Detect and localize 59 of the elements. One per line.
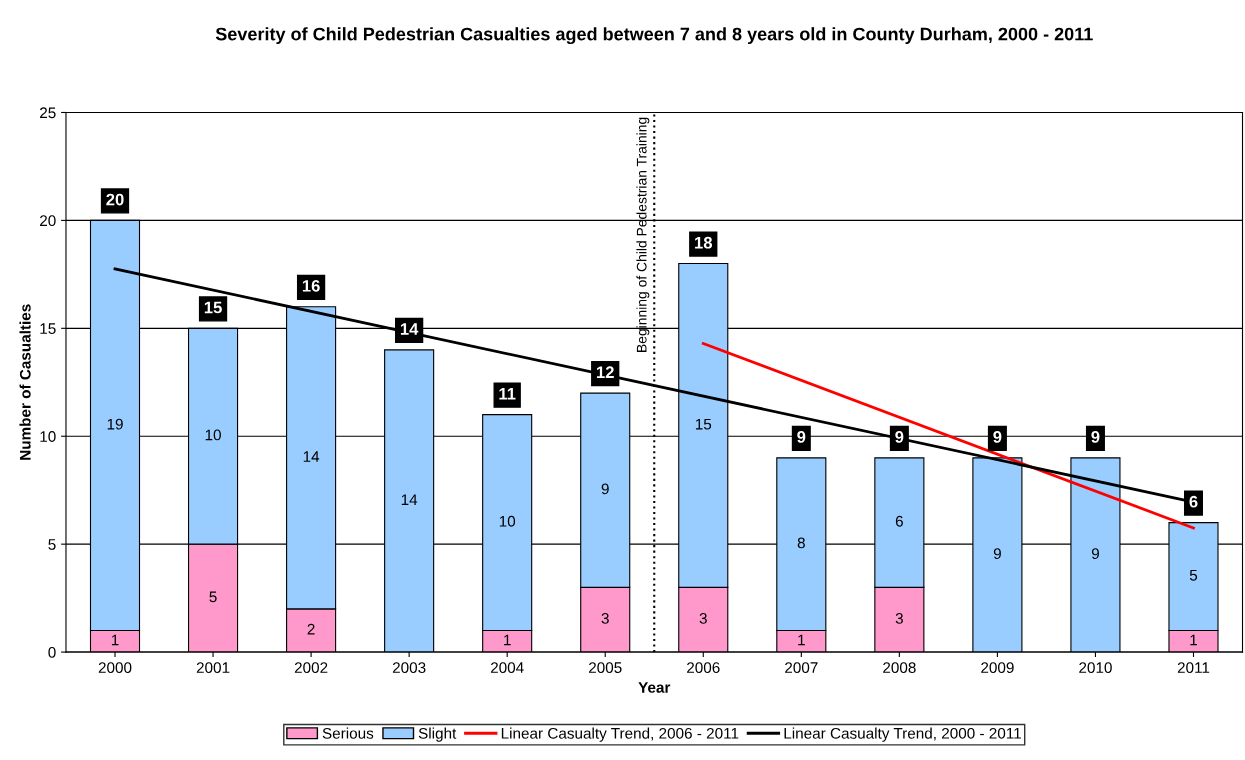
data-label: 8 — [797, 537, 805, 549]
data-label: 1 — [798, 634, 805, 646]
data-label: 1 — [1190, 634, 1197, 646]
x-tick-label: 2001 — [196, 662, 230, 674]
legend-label: Linear Casualty Trend, 2006 - 2011 — [501, 727, 739, 742]
total-label: 12 — [597, 366, 614, 378]
legend-label: Linear Casualty Trend, 2000 - 2011 — [784, 727, 1021, 742]
data-label: 2 — [307, 623, 315, 635]
x-tick-label: 2000 — [98, 662, 132, 674]
chart-title: Severity of Child Pedestrian Casualties aged between 7 and 8 years old in County Durham, 2000 - 2011 — [215, 27, 1093, 45]
x-tick-label: 2010 — [1079, 662, 1112, 674]
x-tick-label: 2002 — [294, 662, 328, 674]
total-label: 15 — [204, 301, 222, 314]
total-label: 18 — [695, 236, 713, 249]
total-label: 6 — [1189, 495, 1198, 508]
y-tick-label: 15 — [40, 323, 56, 335]
total-label: 9 — [797, 431, 806, 443]
data-label: 1 — [504, 634, 511, 646]
data-label: 9 — [993, 548, 1001, 560]
data-label: 14 — [401, 494, 418, 505]
data-label: 15 — [695, 418, 712, 430]
data-label: 19 — [107, 418, 123, 430]
data-label: 14 — [303, 451, 320, 462]
y-tick-label: 0 — [48, 646, 56, 658]
x-tick-label: 2009 — [981, 662, 1014, 674]
data-label: 9 — [1091, 548, 1099, 560]
y-tick-label: 10 — [40, 431, 56, 442]
ref-line-label: Beginning of Child Pedestrian Training — [636, 117, 650, 352]
data-label: 5 — [1189, 569, 1198, 581]
x-tick-label: 2008 — [883, 662, 916, 674]
x-tick-label: 2011 — [1177, 662, 1210, 674]
total-label: 20 — [106, 193, 124, 206]
x-tick-label: 2006 — [687, 662, 720, 674]
total-label: 9 — [993, 431, 1002, 443]
y-tick-label: 20 — [40, 215, 56, 227]
y-axis-title: Number of Casualties — [19, 304, 31, 460]
data-label: 6 — [895, 515, 903, 527]
data-label: 3 — [895, 612, 903, 624]
data-label: 10 — [205, 429, 221, 441]
total-label: 9 — [895, 431, 904, 443]
total-label: 9 — [1091, 431, 1100, 443]
data-label: 9 — [601, 483, 609, 495]
total-label: 16 — [302, 279, 320, 292]
x-tick-label: 2007 — [785, 662, 818, 674]
total-label: 14 — [400, 323, 419, 335]
x-axis-title: Year — [638, 682, 671, 693]
legend-label: Slight — [418, 727, 457, 742]
y-tick-label: 25 — [40, 107, 56, 119]
data-label: 3 — [699, 612, 707, 624]
legend-label: Serious — [322, 727, 374, 739]
x-tick-label: 2003 — [392, 662, 426, 674]
x-tick-label: 2004 — [490, 662, 524, 674]
y-tick-label: 5 — [48, 539, 56, 550]
total-label: 11 — [499, 388, 516, 400]
data-label: 10 — [499, 515, 516, 527]
data-label: 1 — [111, 634, 119, 646]
data-label: 3 — [601, 612, 609, 624]
data-label: 5 — [209, 591, 217, 603]
x-tick-label: 2005 — [589, 662, 622, 674]
